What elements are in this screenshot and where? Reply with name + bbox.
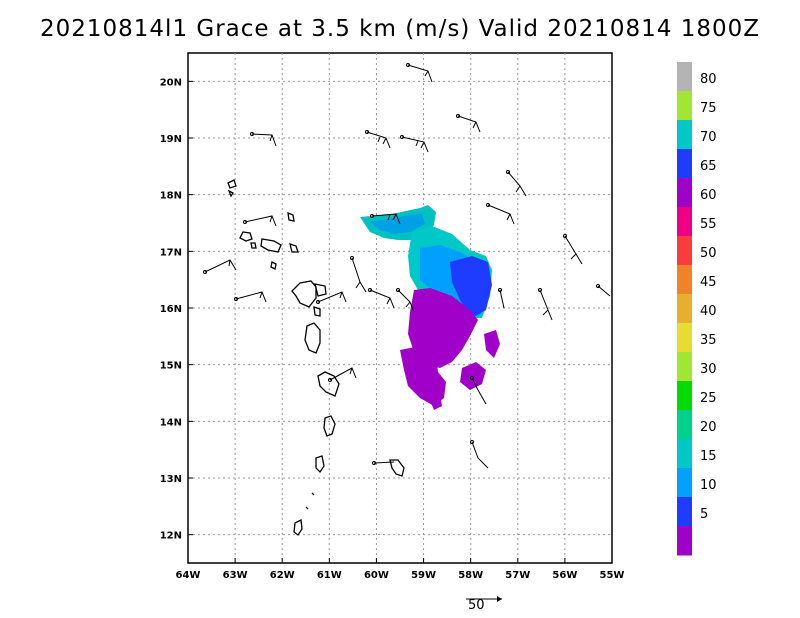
colorbar-segment [677,236,692,266]
colorbar-segment [677,439,692,469]
colorbar-label: 5 [700,507,708,522]
wind-barb [203,259,237,274]
colorbar-segment [677,352,692,382]
lat-tick-label: 20N [160,77,182,88]
colorbar-label: 10 [700,478,717,493]
wind-barb [372,461,395,465]
colorbar-segment [677,468,692,498]
wind-barb [243,215,277,227]
wind-barb [563,234,583,265]
lat-tick-label: 16N [160,304,182,315]
wind-barb [406,63,433,83]
wind-barb [396,288,415,313]
wind-barb [370,213,401,225]
wind-barb [456,114,481,133]
colorbar-segment [677,207,692,237]
colorbar-segment [677,178,692,208]
colorbar-label: 40 [700,304,717,319]
wind-barb [596,284,611,297]
colorbar-segment [677,497,692,527]
wind-barb [470,440,489,469]
colorbar-label: 30 [700,362,717,377]
radar-wind-field [360,205,500,410]
wind-barb [250,132,277,147]
lon-tick-label: 59W [411,570,436,581]
lon-tick-label: 60W [364,570,389,581]
wind-barb [470,376,487,405]
lat-tick-label: 18N [160,191,182,202]
colorbar-segment [677,294,692,324]
colorbar-label: 55 [700,217,717,232]
colorbar-segment [677,265,692,295]
colorbar-label: 50 [700,246,717,261]
wind-barb [498,288,505,309]
wind-barb [350,256,367,293]
lon-tick-label: 57W [505,570,530,581]
lat-tick-label: 17N [160,247,182,258]
reference-vector [466,596,502,602]
colorbar-label: 60 [700,188,717,203]
lat-tick-labels: 20N 19N 18N 17N 16N 15N 14N 13N 12N [160,77,193,542]
lon-tick-label: 63W [223,570,248,581]
wind-barb [328,367,357,382]
colorbar-segment [677,62,692,92]
lat-tick-label: 12N [160,531,182,542]
wind-barb [486,203,515,225]
wind-barb [506,170,527,197]
colorbar-label: 20 [700,420,717,435]
lon-tick-label: 62W [270,570,295,581]
lat-tick-label: 14N [160,417,182,428]
reference-vector-label: 50 [468,598,485,613]
lon-tick-label: 55W [600,570,625,581]
lon-tick-label: 64W [176,570,201,581]
lon-tick-label: 58W [458,570,483,581]
lat-tick-label: 19N [160,134,182,145]
colorbar-label: 80 [700,72,717,87]
colorbar-segment [677,91,692,121]
colorbar-segment [677,410,692,440]
lon-tick-labels: 64W 63W 62W 61W 60W 59W 58W 57W 56W 55W [176,558,625,581]
wind-barb [400,135,429,153]
colorbar-label: 35 [700,333,717,348]
colorbar-label: 15 [700,449,717,464]
colorbar: 80 75 70 65 60 55 50 45 40 35 30 25 20 15 10 5 [677,62,717,556]
wind-barb [316,291,347,304]
island-outlines [227,179,405,536]
wind-barb [538,288,553,321]
colorbar-label: 25 [700,391,717,406]
colorbar-segment [677,323,692,353]
wind-barb [368,288,395,309]
wind-barb [234,291,267,303]
wind-barb [365,130,391,149]
lon-tick-label: 61W [317,570,342,581]
lat-tick-label: 15N [160,361,182,372]
colorbar-label: 45 [700,275,717,290]
colorbar-segment [677,120,692,150]
map-title: 20210814l1 Grace at 3.5 km (m/s) Valid 2… [39,16,761,42]
colorbar-label: 65 [700,159,717,174]
colorbar-label: 70 [700,130,717,145]
colorbar-segment [677,381,692,411]
lat-tick-label: 13N [160,474,182,485]
lon-tick-label: 56W [552,570,577,581]
colorbar-label: 75 [700,101,717,116]
colorbar-segment [677,526,692,556]
colorbar-segment [677,149,692,179]
wind-barbs [203,63,611,469]
